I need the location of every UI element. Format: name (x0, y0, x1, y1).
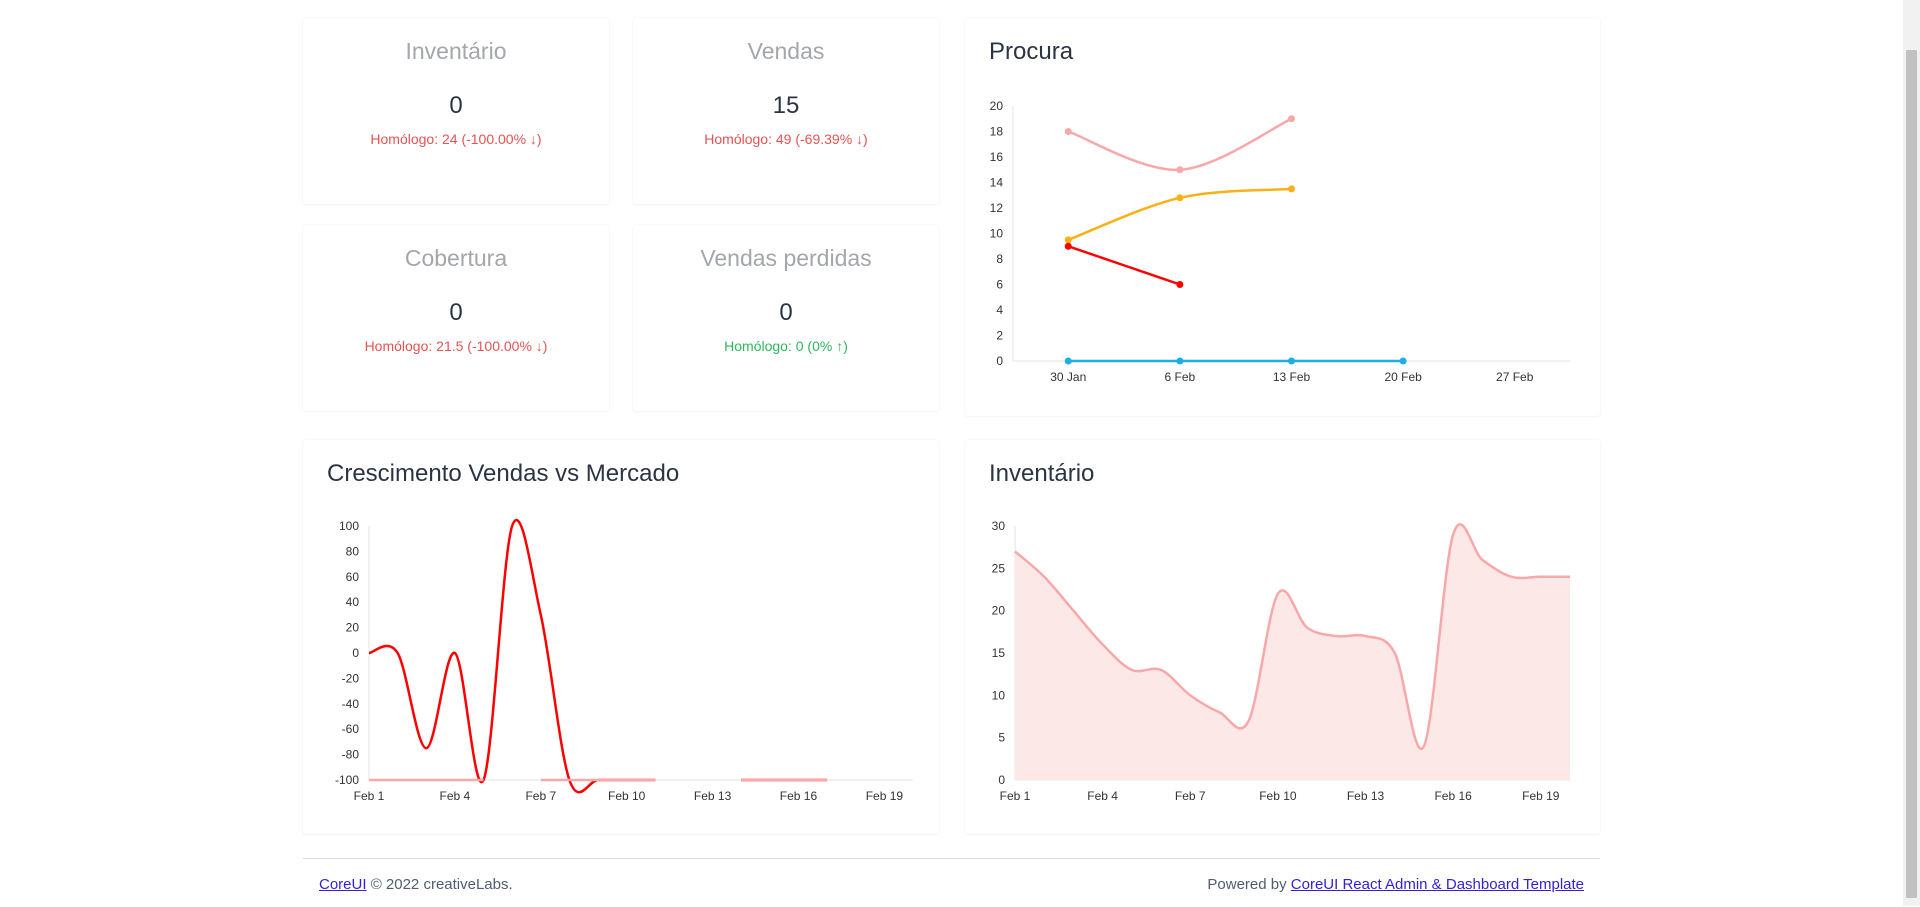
data-point (1176, 357, 1184, 365)
y-tick-label: 18 (990, 125, 1004, 139)
data-point (1399, 357, 1407, 365)
x-tick-label: Feb 1 (354, 789, 385, 803)
series-line (1067, 245, 1181, 286)
x-tick-label: 6 Feb (1165, 370, 1196, 384)
y-tick-label: 8 (996, 252, 1003, 266)
kpi-card-vendas-perdidas: Vendas perdidas 0 Homólogo: 0 (0% ↑) (633, 225, 939, 411)
y-tick-label: 6 (996, 278, 1003, 292)
series-line (1014, 523, 1571, 751)
template-link[interactable]: CoreUI React Admin & Dashboard Template (1290, 876, 1584, 893)
chart-title: Crescimento Vendas vs Mercado (327, 460, 680, 487)
powered-by-text: Powered by (1207, 876, 1287, 893)
kpi-value: 0 (779, 299, 793, 326)
y-tick-label: 60 (346, 570, 360, 584)
series-line (1067, 117, 1293, 172)
y-tick-label: -60 (342, 722, 360, 736)
y-tick-label: 16 (990, 150, 1004, 164)
x-tick-label: Feb 16 (780, 789, 818, 803)
x-tick-label: 30 Jan (1050, 370, 1086, 384)
data-point (1176, 281, 1184, 288)
kpi-comparison: Homólogo: 24 (-100.00% ↓) (370, 131, 542, 147)
y-tick-label: 10 (990, 227, 1004, 241)
x-tick-label: Feb 16 (1434, 789, 1472, 803)
y-tick-label: 0 (352, 646, 359, 660)
y-tick-label: 4 (996, 303, 1003, 317)
y-tick-label: 100 (339, 519, 359, 533)
y-tick-label: 5 (998, 731, 1005, 745)
data-point (1064, 236, 1072, 244)
data-point (1176, 166, 1184, 174)
x-tick-label: Feb 13 (694, 789, 732, 803)
series-line (368, 518, 656, 794)
data-point (1288, 115, 1295, 123)
kpi-value: 15 (772, 92, 800, 119)
data-point (1064, 128, 1072, 135)
y-tick-label: 12 (990, 201, 1004, 215)
kpi-comparison: Homólogo: 0 (0% ↑) (724, 338, 848, 354)
x-tick-label: 13 Feb (1273, 370, 1311, 384)
copyright-text: © 2022 creativeLabs. (370, 876, 513, 893)
chart-card-inventario: Inventário 0 5 10 15 20 25 30 Feb 1 Feb 4 Feb 7 Fe… (965, 440, 1600, 834)
x-tick-label: 20 Feb (1384, 370, 1422, 384)
y-tick-label: 14 (990, 176, 1004, 190)
x-tick-label: Feb 10 (608, 789, 646, 803)
kpi-value: 0 (449, 299, 463, 326)
x-tick-label: Feb 7 (525, 789, 556, 803)
x-tick-label: Feb 13 (1347, 789, 1385, 803)
x-tick-label: Feb 10 (1259, 789, 1297, 803)
x-tick-label: Feb 19 (1522, 789, 1560, 803)
data-point (1288, 185, 1295, 193)
data-point (1176, 194, 1184, 202)
procura-chart: 0 2 4 6 8 10 12 14 16 18 20 30 Jan 6 Feb 13 Feb 20 Feb… (990, 99, 1570, 384)
kpi-comparison: Homólogo: 49 (-69.39% ↓) (704, 131, 868, 147)
y-tick-label: 15 (992, 646, 1006, 660)
kpi-title: Vendas (747, 38, 825, 64)
data-point (1288, 357, 1295, 365)
crescimento-chart: -100 -80 -60 -40 -20 0 20 40 60 80 100 Feb 1 Feb 4 Fe… (335, 518, 913, 803)
data-point (1064, 357, 1072, 365)
kpi-title: Cobertura (404, 245, 508, 271)
kpi-value: 0 (449, 92, 463, 119)
chart-card-crescimento: Crescimento Vendas vs Mercado -100 -80 -60… (303, 440, 939, 834)
x-tick-label: Feb 19 (866, 789, 904, 803)
page-scrollbar[interactable] (1903, 0, 1920, 906)
y-tick-label: 0 (998, 773, 1005, 787)
y-tick-label: -40 (342, 697, 360, 711)
y-tick-label: 0 (996, 354, 1003, 368)
kpi-card-inventario: Inventário 0 Homólogo: 24 (-100.00% ↓) (303, 18, 609, 204)
y-tick-label: 10 (992, 688, 1006, 702)
chart-title: Inventário (989, 460, 1095, 487)
footer: CoreUI © 2022 creativeLabs. Powered by C… (303, 858, 1600, 907)
data-point (1064, 242, 1072, 250)
y-tick-label: 30 (992, 519, 1006, 533)
kpi-card-cobertura: Cobertura 0 Homólogo: 21.5 (-100.00% ↓) (303, 225, 609, 411)
chart-card-procura: Procura 0 2 4 6 8 10 12 14 16 18 20 30 Jan 6 Feb 13 F… (965, 18, 1600, 416)
inventario-chart: 0 5 10 15 20 25 30 Feb 1 Feb 4 Feb 7 Feb 10 Feb 13 F… (992, 519, 1571, 803)
footer-right: Powered by CoreUI React Admin & Dashboar… (1207, 876, 1584, 893)
y-tick-label: 25 (992, 561, 1006, 575)
y-tick-label: -80 (342, 748, 360, 762)
y-tick-label: 2 (996, 329, 1003, 343)
chart-title: Procura (989, 38, 1074, 65)
y-tick-label: -100 (335, 773, 359, 787)
x-tick-label: 27 Feb (1496, 370, 1534, 384)
scrollbar-thumb[interactable] (1906, 50, 1917, 898)
y-tick-label: -20 (342, 671, 360, 685)
coreui-link[interactable]: CoreUI (319, 876, 367, 893)
y-tick-label: 20 (992, 604, 1006, 618)
y-tick-label: 20 (346, 621, 360, 635)
y-tick-label: 40 (346, 595, 360, 609)
kpi-comparison: Homólogo: 21.5 (-100.00% ↓) (364, 338, 548, 354)
x-tick-label: Feb 1 (1000, 789, 1031, 803)
footer-left: CoreUI © 2022 creativeLabs. (319, 876, 513, 893)
x-tick-label: Feb 4 (1087, 789, 1118, 803)
kpi-title: Inventário (405, 38, 507, 64)
kpi-title: Vendas perdidas (700, 245, 872, 271)
y-tick-label: 80 (346, 544, 360, 558)
kpi-card-vendas: Vendas 15 Homólogo: 49 (-69.39% ↓) (633, 18, 939, 204)
x-tick-label: Feb 7 (1175, 789, 1206, 803)
x-tick-label: Feb 4 (440, 789, 471, 803)
y-tick-label: 20 (990, 99, 1004, 113)
